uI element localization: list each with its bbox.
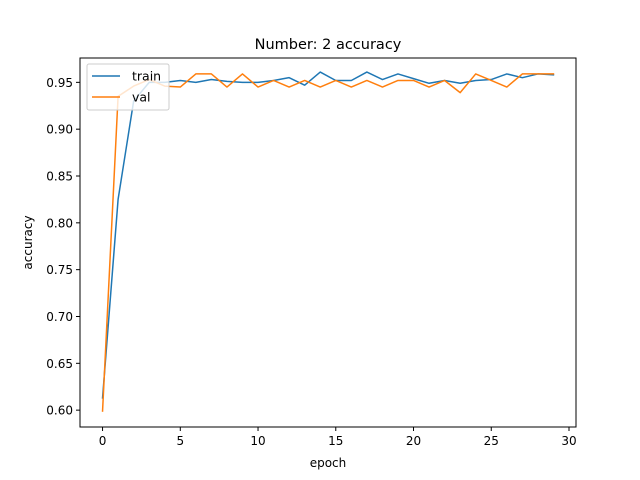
y-tick-label: 0.65: [46, 357, 73, 371]
series-line-val: [101, 73, 555, 412]
y-tick-label: 0.80: [46, 216, 73, 230]
y-axis-label: accuracy: [21, 215, 35, 269]
series-line-train: [101, 71, 555, 399]
x-tick-label: 15: [328, 434, 343, 448]
legend: train val: [86, 63, 170, 111]
x-tick-label: 10: [250, 434, 265, 448]
legend-label-train: train: [132, 69, 161, 84]
y-tick-label: 0.75: [46, 263, 73, 277]
x-tick-label: 0: [99, 434, 107, 448]
y-tick-label: 0.85: [46, 170, 73, 184]
y-tick-label: 0.60: [46, 404, 73, 418]
x-tick-label: 25: [484, 434, 499, 448]
x-tick-label: 20: [406, 434, 421, 448]
x-tick-label: 5: [176, 434, 184, 448]
plot-area-frame: [79, 57, 577, 428]
legend-label-val: val: [132, 90, 151, 105]
y-axis-ticks: 0.60 0.65 0.70 0.75 0.80 0.85 0.90 0.95: [46, 76, 80, 418]
y-tick-label: 0.95: [46, 76, 73, 90]
chart-title: Number: 2 accuracy: [255, 37, 402, 53]
x-axis-label: epoch: [310, 456, 347, 470]
x-tick-label: 30: [561, 434, 576, 448]
y-tick-label: 0.70: [46, 310, 73, 324]
y-tick-label: 0.90: [46, 123, 73, 137]
series-lines: [101, 71, 555, 412]
x-axis-ticks: 0 5 10 15 20 25 30: [99, 427, 577, 448]
